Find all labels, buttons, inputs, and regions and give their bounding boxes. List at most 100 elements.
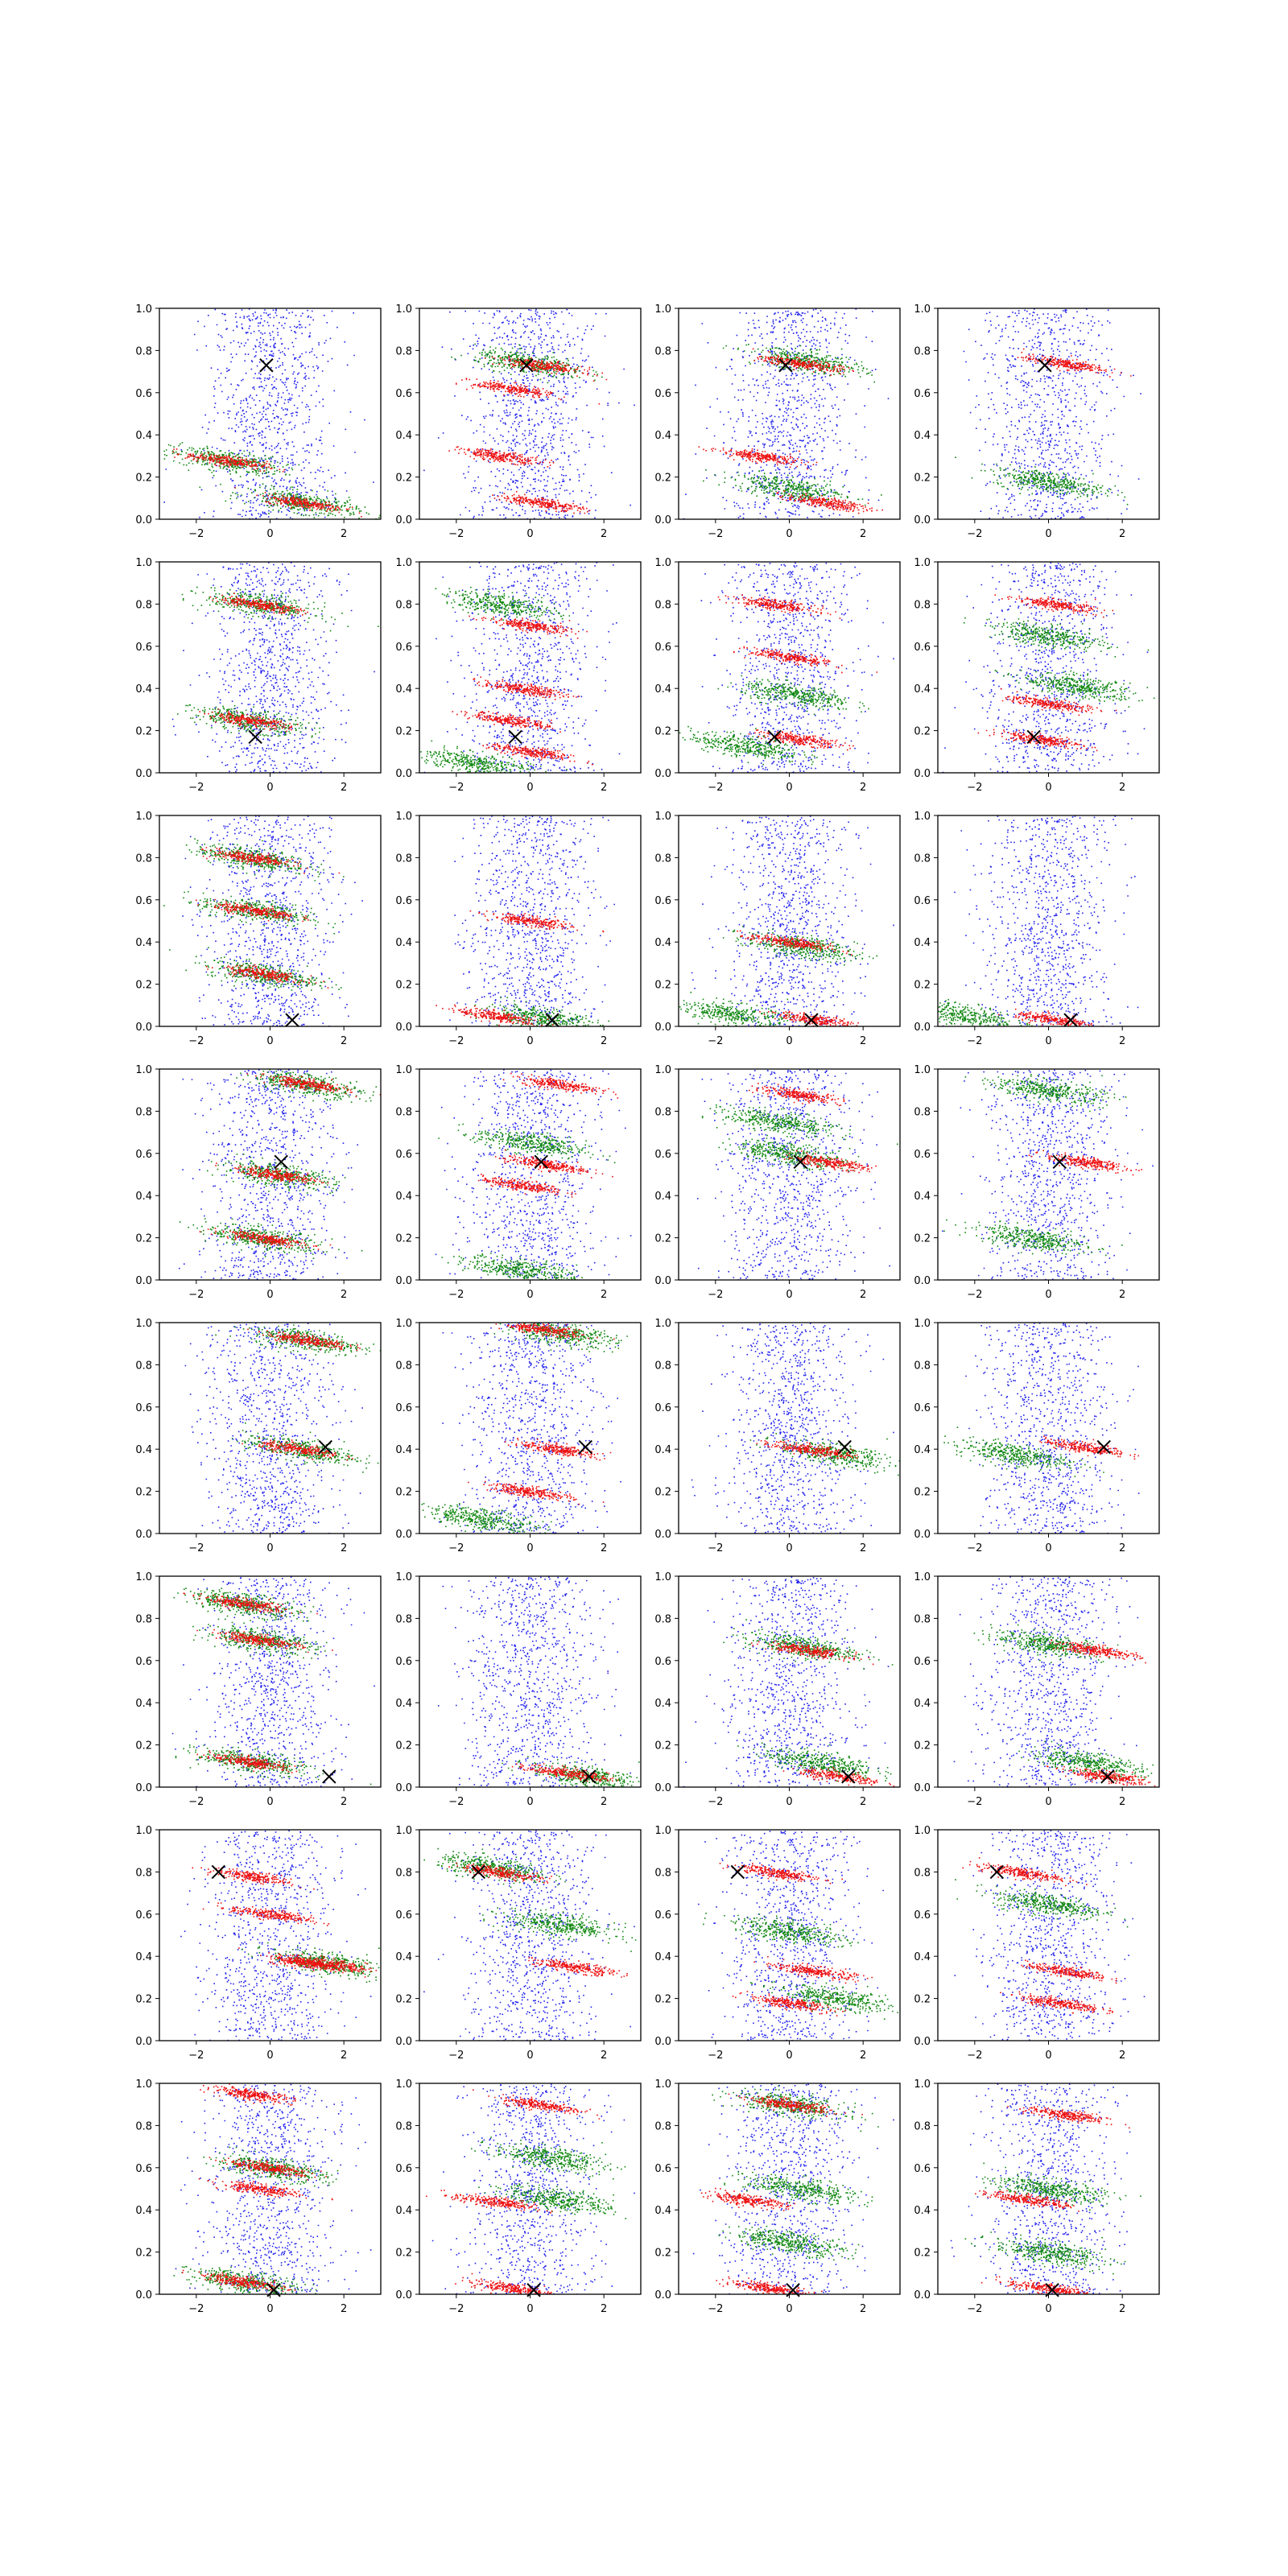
y-tick-label: 0.6 bbox=[914, 1402, 931, 1414]
subplot-r7-c4: −2 0 2 0.0 0.2 0.4 0.6 0.8 1.0 bbox=[914, 1825, 1160, 2062]
y-tick-label: 0.2 bbox=[914, 1740, 931, 1752]
blue-points bbox=[423, 308, 635, 519]
y-tick-label: 0.6 bbox=[654, 1149, 671, 1161]
y-tick-label: 0.4 bbox=[914, 1191, 931, 1203]
x-tick-label: 2 bbox=[341, 2050, 347, 2062]
y-tick-label: 0.8 bbox=[135, 1360, 152, 1372]
x-marker bbox=[1063, 1013, 1078, 1027]
y-tick-label: 0.4 bbox=[654, 937, 671, 949]
x-tick-label: 2 bbox=[601, 782, 607, 794]
y-tick-label: 0.6 bbox=[654, 1402, 671, 1414]
x-tick-label: 2 bbox=[601, 2050, 607, 2062]
y-tick-label: 0.0 bbox=[654, 1529, 671, 1541]
red-points bbox=[698, 348, 883, 514]
y-tick-label: 0.2 bbox=[135, 1994, 152, 2006]
subplot-r4-c1: −2 0 2 0.0 0.2 0.4 0.6 0.8 1.0 bbox=[135, 1064, 382, 1301]
scatter-points bbox=[423, 308, 635, 519]
axes-frame bbox=[678, 1068, 901, 1281]
x-tick-label: −2 bbox=[967, 782, 982, 794]
x-tick-label: −2 bbox=[708, 1542, 723, 1554]
x-tick-label: 0 bbox=[786, 1542, 792, 1554]
subplot-r8-c2: −2 0 2 0.0 0.2 0.4 0.6 0.8 1.0 bbox=[395, 2079, 642, 2315]
y-tick-label: 0.4 bbox=[654, 1191, 671, 1203]
x-tick-label: 2 bbox=[341, 1035, 347, 1047]
x-tick-label: 2 bbox=[1119, 528, 1125, 540]
green-points bbox=[964, 2162, 1141, 2275]
x-tick-label: 0 bbox=[526, 1035, 533, 1047]
axes-frame bbox=[419, 561, 642, 774]
x-marker bbox=[211, 1864, 226, 1880]
scatter-points bbox=[420, 562, 621, 773]
scatter-points bbox=[953, 1576, 1156, 1787]
y-tick-label: 0.8 bbox=[914, 599, 931, 611]
x-tick-label: 0 bbox=[786, 1289, 792, 1301]
y-tick-label: 0.4 bbox=[914, 2205, 931, 2217]
blue-points bbox=[691, 1323, 894, 1534]
y-tick-label: 0.4 bbox=[395, 2205, 412, 2217]
x-tick-label: −2 bbox=[448, 2050, 464, 2062]
red-points bbox=[749, 1083, 877, 1174]
y-tick-label: 1.0 bbox=[654, 811, 671, 823]
x-marker bbox=[730, 1864, 745, 1880]
x-tick-label: 0 bbox=[266, 528, 273, 540]
y-tick-label: 0.6 bbox=[914, 388, 931, 400]
x-marker bbox=[1100, 1769, 1115, 1784]
y-tick-label: 1.0 bbox=[914, 811, 931, 823]
blue-points bbox=[942, 815, 1139, 1026]
x-tick-label: 0 bbox=[526, 2303, 533, 2315]
subplot-r3-c2: −2 0 2 0.0 0.2 0.4 0.6 0.8 1.0 bbox=[395, 811, 642, 1047]
y-tick-label: 0.6 bbox=[914, 1909, 931, 1922]
x-tick-label: −2 bbox=[967, 2050, 982, 2062]
y-tick-label: 1.0 bbox=[914, 1318, 931, 1330]
y-tick-label: 0.8 bbox=[654, 1613, 671, 1625]
red-points bbox=[199, 1073, 381, 1250]
x-marker bbox=[545, 1013, 559, 1027]
y-tick-label: 0.2 bbox=[395, 473, 412, 485]
blue-points bbox=[182, 815, 363, 1026]
scatter-points bbox=[426, 2083, 635, 2294]
axes-frame bbox=[678, 1829, 901, 2041]
y-tick-label: 1.0 bbox=[135, 811, 152, 823]
y-tick-label: 0.4 bbox=[135, 1444, 152, 1456]
x-tick-label: 2 bbox=[1119, 2050, 1125, 2062]
y-tick-label: 0.6 bbox=[395, 1656, 412, 1668]
x-tick-label: 0 bbox=[786, 2303, 792, 2315]
y-tick-label: 0.0 bbox=[395, 1022, 412, 1034]
blue-points bbox=[431, 2083, 635, 2294]
blue-points bbox=[942, 562, 1149, 773]
x-tick-label: −2 bbox=[188, 528, 204, 540]
x-tick-label: −2 bbox=[967, 2303, 982, 2315]
y-tick-label: 0.4 bbox=[395, 1698, 412, 1710]
blue-points bbox=[437, 1576, 631, 1787]
x-tick-label: 0 bbox=[526, 1796, 533, 1808]
y-tick-label: 0.8 bbox=[395, 1867, 412, 1879]
green-points bbox=[943, 1074, 1127, 1257]
y-tick-label: 0.0 bbox=[914, 1022, 931, 1034]
scatter-points bbox=[950, 2083, 1141, 2294]
y-tick-label: 1.0 bbox=[395, 303, 412, 316]
x-marker bbox=[1026, 729, 1041, 745]
y-tick-label: 0.6 bbox=[914, 642, 931, 654]
y-tick-label: 0.4 bbox=[914, 1951, 931, 1963]
y-tick-label: 1.0 bbox=[135, 1571, 152, 1583]
subplot-r8-c3: −2 0 2 0.0 0.2 0.4 0.6 0.8 1.0 bbox=[654, 2079, 901, 2315]
x-tick-label: 2 bbox=[601, 1542, 607, 1554]
y-tick-label: 0.6 bbox=[654, 2163, 671, 2175]
blue-points bbox=[683, 308, 890, 519]
green-points bbox=[177, 586, 379, 738]
y-tick-label: 0.0 bbox=[135, 514, 152, 526]
x-tick-label: 2 bbox=[341, 782, 347, 794]
x-tick-label: 2 bbox=[1119, 2303, 1125, 2315]
subplot-r6-c2: −2 0 2 0.0 0.2 0.4 0.6 0.8 1.0 bbox=[395, 1571, 642, 1808]
y-tick-label: 0.2 bbox=[395, 1740, 412, 1752]
axes-frame bbox=[419, 1068, 642, 1281]
subplot-r5-c1: −2 0 2 0.0 0.2 0.4 0.6 0.8 1.0 bbox=[135, 1318, 382, 1554]
x-tick-label: −2 bbox=[448, 2303, 464, 2315]
x-tick-label: 2 bbox=[860, 2050, 866, 2062]
green-points bbox=[749, 1433, 900, 1476]
x-tick-label: −2 bbox=[448, 782, 464, 794]
y-tick-label: 0.8 bbox=[654, 1360, 671, 1372]
y-tick-label: 1.0 bbox=[395, 1318, 412, 1330]
x-marker bbox=[837, 1439, 852, 1455]
